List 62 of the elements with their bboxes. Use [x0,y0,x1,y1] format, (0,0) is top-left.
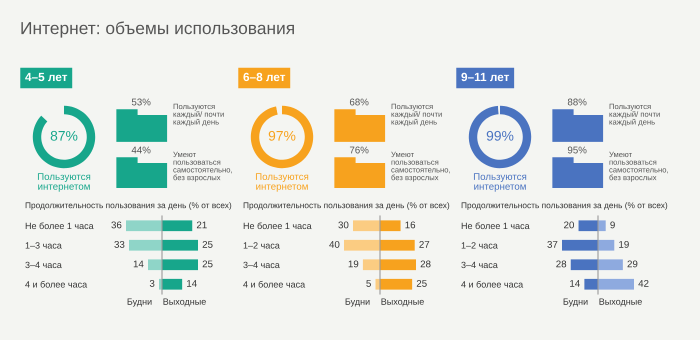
data-label: 28 [556,260,566,268]
chart-title: 6–8 лет [243,72,286,82]
text: 88% [568,98,587,106]
x-axis-title: Будни [128,298,152,307]
x-axis-title: Выходные [599,298,642,307]
chart-title: 9–11 лет [461,72,510,82]
x-axis-title: Выходные [381,298,424,307]
text: 53% [132,98,151,106]
y-tick-label: 3–4 часа [25,262,62,268]
data-label: 27 [419,240,430,248]
data-label: 19 [348,260,358,268]
chart-title: Продолжительность пользования за день (% от всех) [244,202,450,210]
y-tick-label: Не более 1 часа [462,222,530,230]
y-tick-label: 4 и более часа [25,280,88,288]
data-label: 14 [134,260,144,268]
data-label: 3 [150,280,154,287]
x-axis-title: Будни [346,298,370,307]
chart-title: Продолжительность пользования за день (% от всех) [26,202,232,210]
y-tick-label: Не более 1 часа [26,222,94,230]
chart-title: Продолжительность пользования за день (% от всех) [462,202,668,210]
data-label: 5 [366,280,371,287]
data-label: 14 [570,280,580,287]
text: 95% [568,146,587,154]
data-label: 36 [111,221,122,228]
x-axis-title: Будни [564,298,588,307]
text: 44% [132,146,151,154]
data-label: 21 [196,221,207,228]
data-label: 97% [268,130,296,141]
data-label: 29 [628,260,638,268]
data-label: 20 [564,221,574,228]
data-label: 25 [416,280,427,287]
chart-title: 4–5 лет [25,72,68,82]
x-axis-title: Выходные [163,298,206,307]
y-tick-label: 1–2 часа [462,242,498,249]
text: 76% [350,146,369,154]
data-label: 87% [50,130,78,141]
data-label: 9 [610,221,615,228]
y-tick-label: 4 и более часа [243,280,306,288]
y-tick-label: 4 и более часа [461,280,524,288]
data-label: 25 [202,260,213,268]
y-tick-label: 3–4 часа [243,262,280,268]
text: 68% [350,98,369,106]
data-label: 25 [202,240,213,248]
y-tick-label: 1–2 часа [244,242,280,249]
text: Интернет: объемы использования [21,21,294,38]
text: Пользуются интернетом [474,173,526,192]
y-tick-label: 1–3 часа [26,242,62,249]
text: Пользуются интернетом [38,173,90,192]
data-label: 99% [486,130,514,141]
data-label: 28 [420,260,431,268]
data-label: 42 [638,280,648,287]
data-label: 40 [329,240,340,248]
y-tick-label: 3–4 часа [461,262,498,268]
data-label: 30 [338,221,348,228]
data-label: 16 [405,221,416,228]
data-label: 19 [619,240,629,248]
data-label: 37 [547,240,558,248]
data-label: 33 [114,240,124,248]
text: Пользуются интернетом [256,173,308,192]
donut-slice [468,106,532,168]
y-tick-label: Не более 1 часа [244,222,312,230]
data-label: 14 [187,280,197,287]
